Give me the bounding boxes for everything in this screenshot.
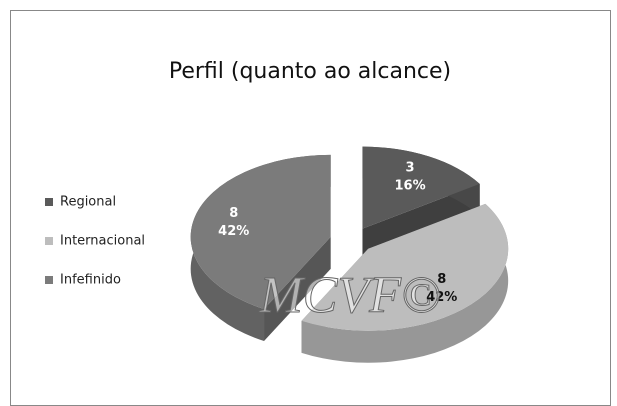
- legend-swatch: [45, 198, 53, 206]
- legend-swatch: [45, 276, 53, 284]
- legend-label: Infefinido: [60, 273, 121, 288]
- slice: [190, 154, 331, 309]
- legend-swatch: [45, 237, 53, 245]
- data-label-value: 8: [229, 206, 238, 221]
- slice: [301, 203, 509, 331]
- data-label-value: 3: [406, 161, 415, 176]
- data-label-percent: 42%: [426, 290, 457, 305]
- slice: [362, 146, 480, 229]
- data-label-value: 8: [437, 272, 446, 287]
- slice-cut-face: [264, 236, 331, 341]
- chart-title: Perfil (quanto ao alcance): [169, 59, 451, 84]
- watermark: MCVF©: [258, 267, 440, 324]
- data-label-percent: 16%: [395, 179, 426, 194]
- legend-label: Internacional: [60, 234, 145, 249]
- slice-side: [301, 203, 509, 363]
- legend-label: Regional: [60, 195, 116, 210]
- data-label-percent: 42%: [218, 224, 249, 239]
